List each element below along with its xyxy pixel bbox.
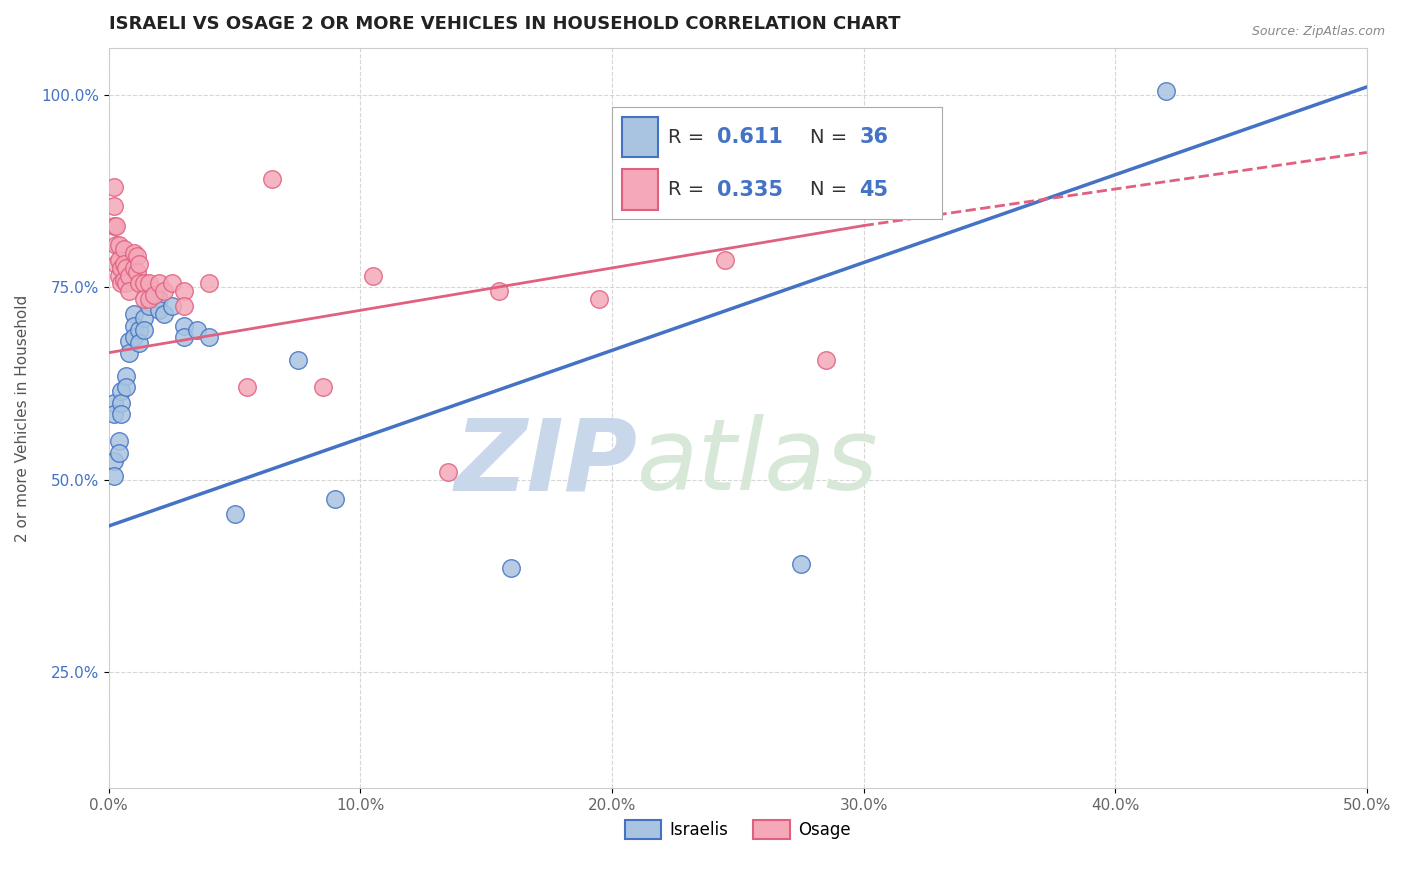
Point xyxy=(323,491,346,506)
Point xyxy=(103,469,125,483)
Point xyxy=(115,368,138,383)
Point xyxy=(103,453,125,467)
Point xyxy=(105,219,128,233)
Point xyxy=(132,322,155,336)
Point xyxy=(1154,84,1177,98)
Point xyxy=(262,172,284,186)
Point xyxy=(125,249,148,263)
Point xyxy=(132,277,155,291)
Text: atlas: atlas xyxy=(637,414,879,511)
Point xyxy=(173,318,195,333)
Point xyxy=(132,311,155,326)
Point xyxy=(103,395,125,409)
Point xyxy=(118,334,141,348)
Text: N =: N = xyxy=(810,128,853,146)
Point xyxy=(103,199,125,213)
Point xyxy=(110,395,132,409)
Point xyxy=(128,322,150,336)
Y-axis label: 2 or more Vehicles in Household: 2 or more Vehicles in Household xyxy=(15,294,30,541)
Point xyxy=(128,335,150,350)
Point xyxy=(488,284,510,298)
Point xyxy=(103,219,125,233)
Text: 45: 45 xyxy=(859,179,889,200)
Point xyxy=(118,345,141,359)
Text: 0.335: 0.335 xyxy=(717,179,783,200)
Point xyxy=(128,257,150,271)
Point xyxy=(138,300,160,314)
Point xyxy=(108,434,131,449)
Point xyxy=(115,380,138,394)
Point xyxy=(108,237,131,252)
Point xyxy=(122,330,145,344)
Point xyxy=(108,446,131,460)
Point xyxy=(588,292,610,306)
Point xyxy=(122,318,145,333)
Point xyxy=(287,353,309,368)
Point xyxy=(501,561,523,575)
Point xyxy=(148,292,170,306)
Text: 36: 36 xyxy=(859,128,889,147)
Point xyxy=(714,253,737,268)
Legend: Israelis, Osage: Israelis, Osage xyxy=(617,814,858,846)
Point xyxy=(108,268,131,283)
Point xyxy=(138,277,160,291)
Point xyxy=(153,307,176,321)
Point xyxy=(103,407,125,421)
Text: ZIP: ZIP xyxy=(454,414,637,511)
Point xyxy=(236,380,259,394)
Point xyxy=(110,407,132,421)
Text: Source: ZipAtlas.com: Source: ZipAtlas.com xyxy=(1251,25,1385,38)
Point xyxy=(148,277,170,291)
Point xyxy=(110,384,132,399)
Point xyxy=(118,268,141,283)
Point xyxy=(112,257,135,271)
Point xyxy=(613,184,636,198)
Point xyxy=(153,284,176,298)
Point xyxy=(108,253,131,268)
Point xyxy=(105,257,128,271)
Point xyxy=(128,277,150,291)
Point xyxy=(224,508,246,522)
Point xyxy=(110,277,132,291)
Point xyxy=(186,322,208,336)
Point xyxy=(173,284,195,298)
Text: R =: R = xyxy=(668,128,710,146)
Point xyxy=(160,300,183,314)
Point xyxy=(437,465,460,479)
Point xyxy=(115,277,138,291)
Point xyxy=(103,180,125,194)
FancyBboxPatch shape xyxy=(621,117,658,157)
Point xyxy=(198,277,221,291)
Point xyxy=(112,242,135,256)
Text: ISRAELI VS OSAGE 2 OR MORE VEHICLES IN HOUSEHOLD CORRELATION CHART: ISRAELI VS OSAGE 2 OR MORE VEHICLES IN H… xyxy=(108,15,900,33)
Point xyxy=(138,292,160,306)
Text: R =: R = xyxy=(668,180,710,199)
Point xyxy=(105,237,128,252)
Point xyxy=(122,260,145,275)
Point xyxy=(110,260,132,275)
Point xyxy=(173,330,195,344)
Point xyxy=(814,353,837,368)
Point xyxy=(148,303,170,318)
Point xyxy=(118,284,141,298)
Point xyxy=(122,245,145,260)
Point xyxy=(132,292,155,306)
Point xyxy=(143,288,166,302)
Text: 0.611: 0.611 xyxy=(717,128,783,147)
Point xyxy=(160,277,183,291)
Point xyxy=(790,558,813,572)
Point xyxy=(361,268,384,283)
Point xyxy=(115,260,138,275)
Text: N =: N = xyxy=(810,180,853,199)
Point xyxy=(112,272,135,286)
Point xyxy=(122,307,145,321)
Point xyxy=(143,288,166,302)
Point xyxy=(173,300,195,314)
Point xyxy=(125,265,148,279)
Point xyxy=(312,380,335,394)
FancyBboxPatch shape xyxy=(621,169,658,210)
Point xyxy=(198,330,221,344)
